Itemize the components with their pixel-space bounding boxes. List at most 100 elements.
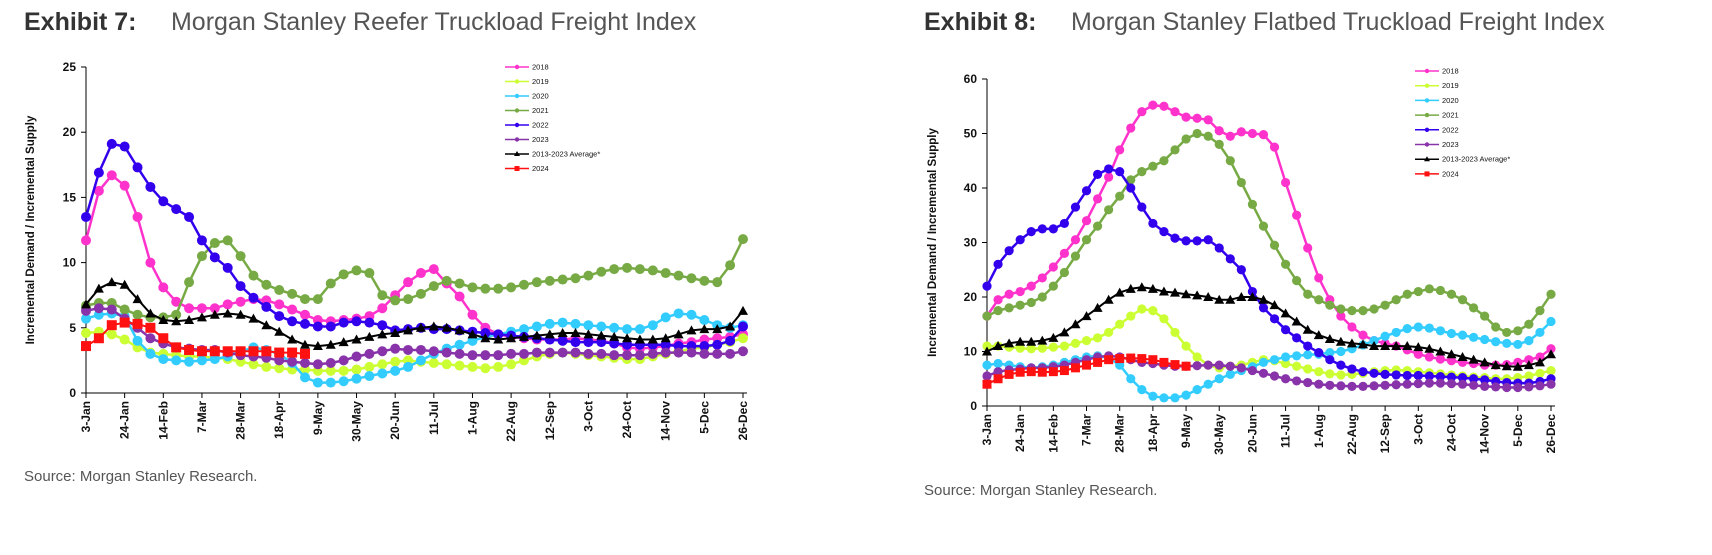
data-point (982, 371, 992, 381)
data-point (1524, 319, 1534, 329)
data-point (1435, 346, 1446, 356)
data-point (81, 341, 91, 352)
data-point (377, 303, 388, 314)
x-tick-label: 14-Nov (1478, 414, 1492, 454)
data-point (1435, 285, 1446, 296)
data-point (660, 268, 671, 279)
data-point (1512, 361, 1523, 371)
y-axis-label: Incremental Demand / Incremental Supply (927, 128, 939, 357)
legend-marker (1424, 68, 1430, 74)
series-line (986, 286, 1552, 368)
data-point (274, 299, 285, 310)
data-point (647, 348, 658, 359)
data-point (467, 335, 478, 346)
data-point (583, 270, 594, 281)
data-point (1269, 142, 1280, 152)
data-point (1457, 351, 1468, 361)
series-line (986, 320, 1552, 400)
data-point (1104, 327, 1114, 338)
data-point (1435, 354, 1446, 364)
data-point (1258, 129, 1269, 140)
data-point (1192, 113, 1202, 123)
data-point (403, 325, 414, 335)
data-point (583, 329, 594, 339)
data-point (106, 277, 117, 287)
data-point (1391, 380, 1401, 390)
data-point (1004, 338, 1015, 348)
data-point (609, 264, 620, 275)
data-point (403, 361, 414, 372)
data-point (531, 277, 542, 288)
data-point (1292, 276, 1302, 286)
legend-item: 2022 (505, 121, 549, 130)
data-point (1048, 281, 1058, 291)
data-point (1104, 164, 1114, 174)
data-point (171, 316, 182, 326)
series-line (85, 306, 744, 366)
data-point (622, 324, 633, 335)
data-point (1203, 292, 1214, 301)
data-point (1137, 107, 1147, 117)
data-point (1137, 304, 1147, 314)
series-2022 (982, 164, 1556, 388)
data-point (493, 283, 504, 294)
legend-item: 2021 (505, 106, 549, 115)
data-point (1480, 375, 1490, 385)
data-point (454, 291, 465, 302)
data-point (1158, 286, 1169, 296)
data-point (1026, 336, 1037, 346)
data-point (377, 329, 388, 339)
x-tick-label: 24-Oct (620, 401, 634, 438)
legend-marker (514, 151, 520, 156)
data-point (1413, 322, 1423, 332)
data-point (622, 333, 633, 343)
data-point (1192, 236, 1202, 246)
data-point (132, 294, 143, 304)
data-point (1170, 145, 1180, 155)
data-point (557, 317, 568, 328)
data-point (1159, 101, 1169, 111)
x-tick-label: 28-Mar (1113, 414, 1127, 453)
data-point (274, 355, 285, 366)
data-point (673, 329, 684, 339)
data-point (1125, 283, 1136, 293)
data-point (982, 341, 992, 351)
data-point (686, 309, 697, 320)
series-line (986, 354, 1552, 389)
data-point (1314, 347, 1324, 358)
data-point (274, 363, 285, 374)
flatbed-index-chart: 0 10 20 30 40 50 60 3-Jan 24-Jan 14-Feb 7-Mar 28-Ma… (927, 67, 1558, 455)
data-point (1059, 218, 1070, 229)
data-point (493, 350, 504, 361)
legend-label: 2013-2023 Average* (1442, 155, 1510, 164)
data-point (1225, 369, 1235, 379)
data-point (454, 360, 465, 371)
series-line (985, 167, 1552, 385)
data-point (1192, 128, 1202, 139)
data-point (184, 314, 195, 324)
data-point (686, 273, 697, 284)
data-point (132, 309, 143, 320)
data-point (338, 269, 349, 280)
data-point (325, 339, 336, 349)
data-point (1369, 336, 1379, 346)
legend-marker (1424, 98, 1430, 103)
data-point (158, 333, 169, 344)
data-point (415, 288, 426, 299)
data-point (1413, 349, 1423, 359)
data-point (441, 275, 452, 286)
data-point (132, 211, 143, 222)
x-tick-label: 3-Jan (79, 401, 93, 432)
data-point (1292, 376, 1302, 386)
data-point (1446, 289, 1457, 299)
data-point (1203, 235, 1213, 245)
data-point (390, 365, 401, 376)
data-point (583, 348, 594, 359)
data-point (93, 283, 104, 293)
data-point (81, 235, 91, 246)
data-point (1468, 380, 1479, 390)
data-point (1159, 393, 1169, 403)
data-point (1092, 194, 1103, 204)
data-point (660, 333, 671, 343)
data-point (119, 334, 130, 345)
